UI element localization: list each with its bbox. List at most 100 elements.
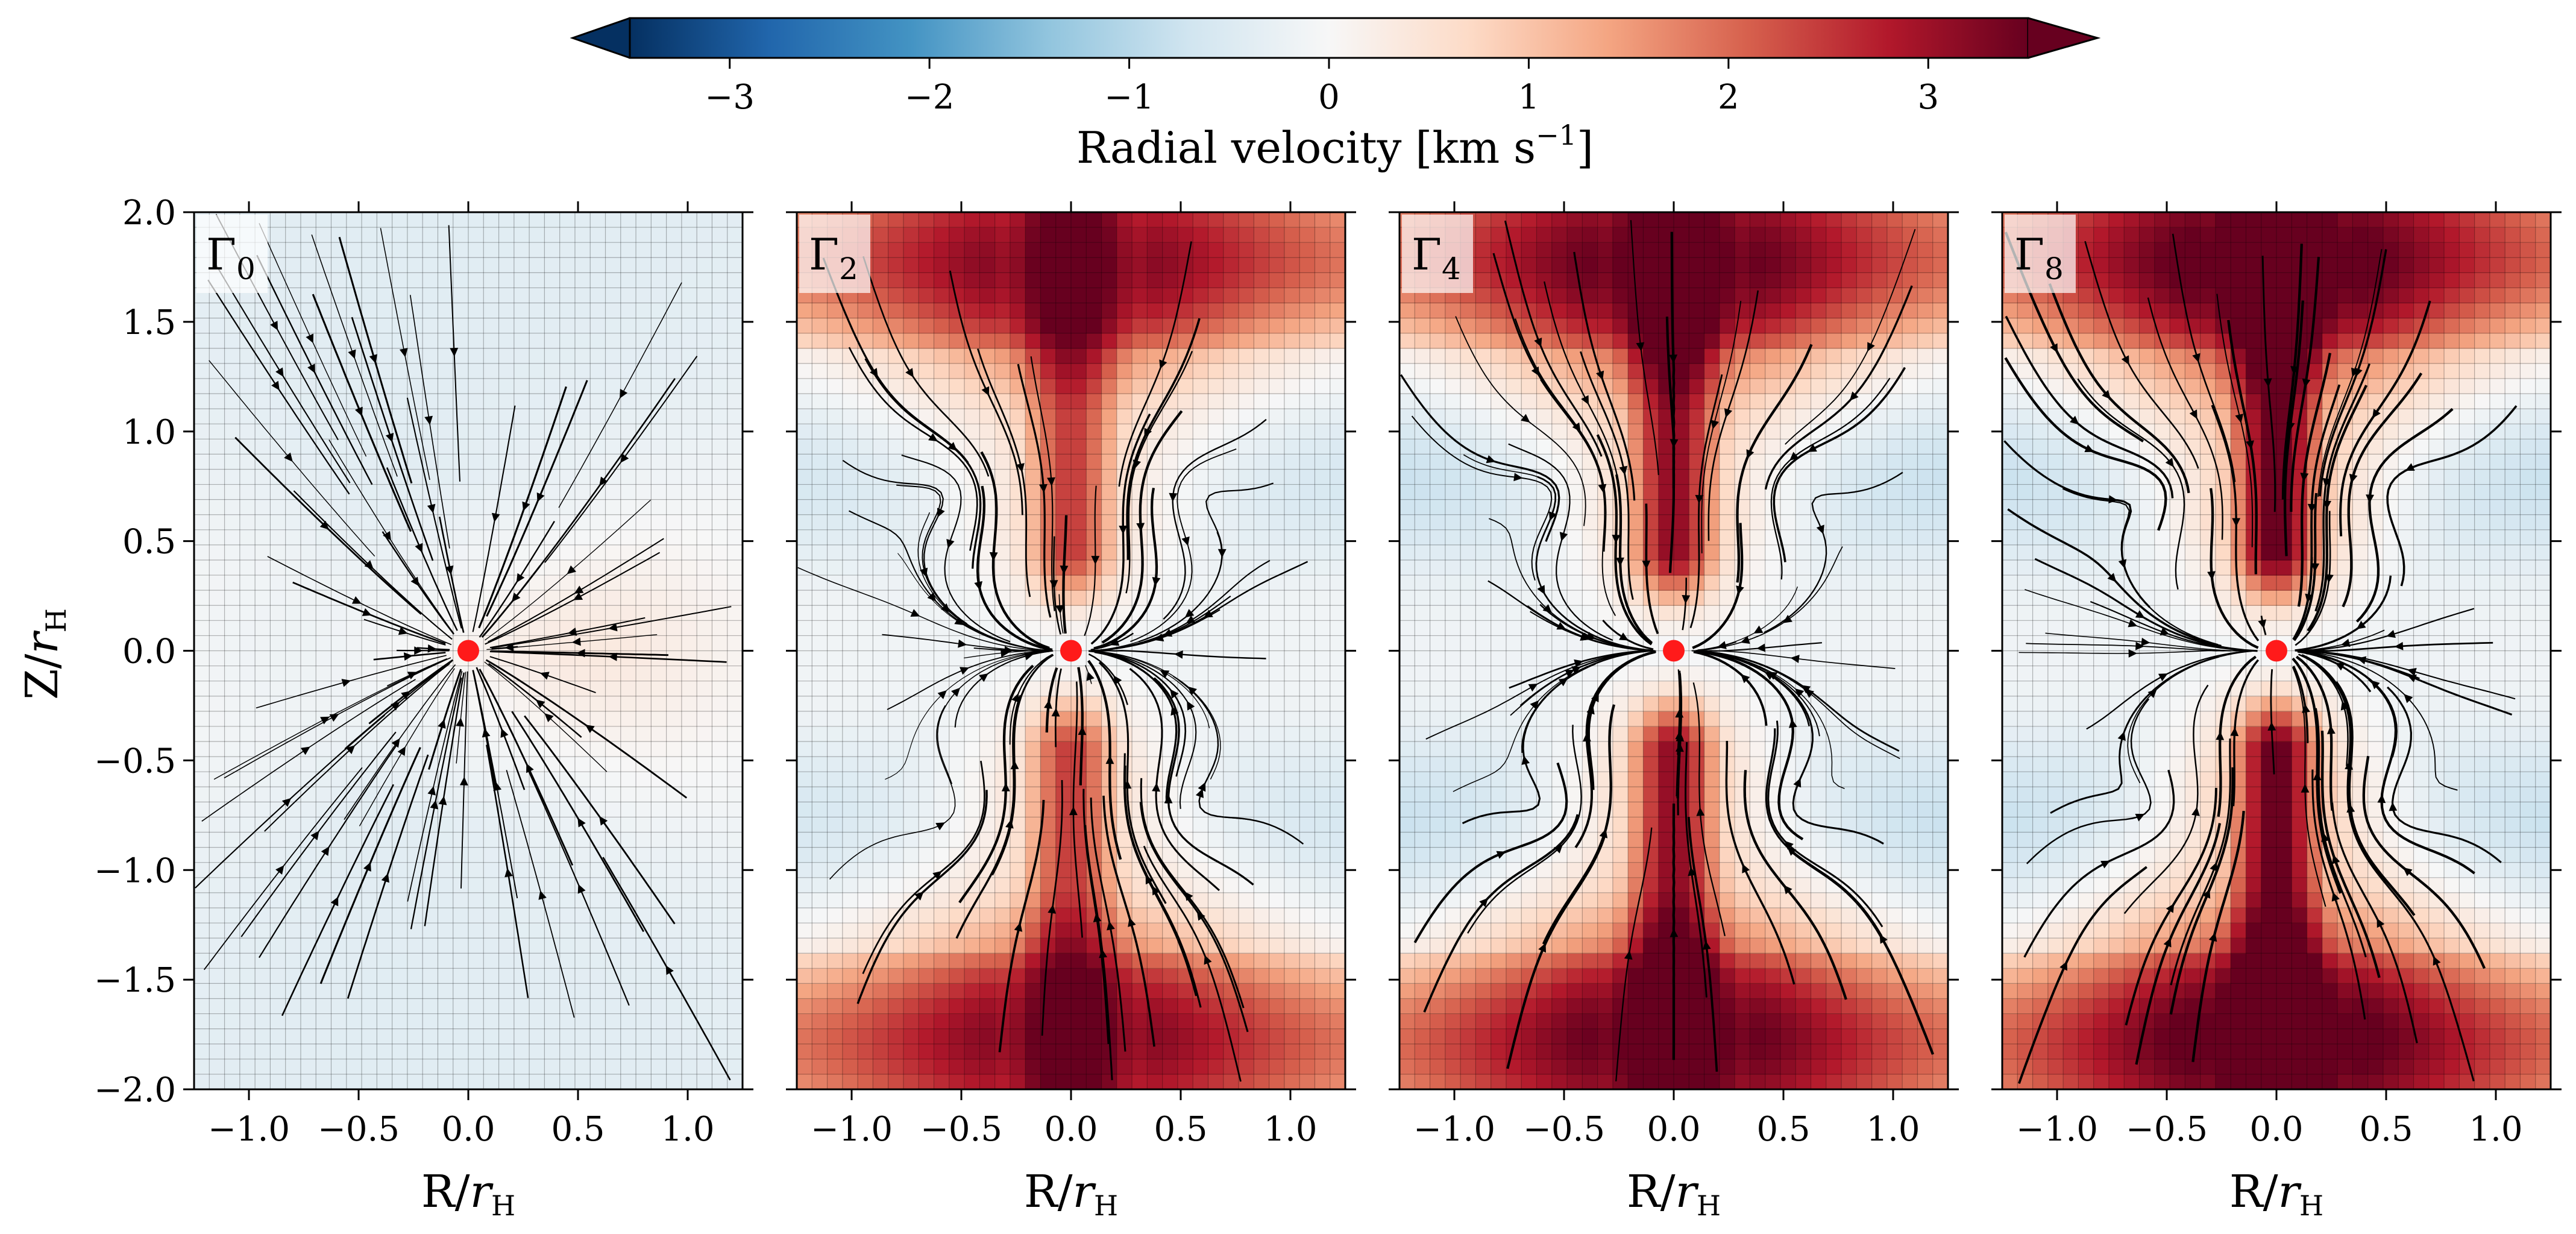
streamline-arrow — [1724, 408, 1733, 418]
streamline-arrow — [2340, 638, 2351, 647]
streamline — [2295, 575, 2392, 652]
streamline-arrow — [1047, 477, 1055, 486]
planet-marker — [457, 640, 479, 662]
streamline-arrow — [1849, 391, 1859, 401]
streamline-arrow — [981, 386, 990, 396]
streamline — [2295, 629, 2385, 652]
streamline-arrow — [2370, 680, 2380, 690]
x-tick-label: −1.0 — [2016, 1110, 2098, 1149]
streamline-arrow — [1565, 670, 1575, 678]
streamline-arrow — [1537, 585, 1545, 595]
streamline-arrow — [512, 593, 521, 602]
streamline — [1093, 532, 1222, 651]
streamline-arrow — [1144, 427, 1152, 438]
streamline — [1062, 515, 1068, 634]
streamline-arrow — [1001, 782, 1010, 792]
streamline-arrow — [1521, 414, 1530, 423]
streamline-arrow — [960, 667, 970, 675]
streamline-arrow — [500, 728, 509, 738]
streamline-arrow — [385, 433, 394, 442]
streamline-arrow — [870, 368, 878, 378]
streamline-arrow — [281, 798, 292, 807]
streamline-arrow — [363, 861, 371, 872]
streamline-arrow — [2405, 463, 2415, 471]
streamline-arrow — [1619, 632, 1629, 641]
streamline-arrow — [536, 492, 545, 502]
streamline-arrow — [2433, 955, 2441, 966]
colorbar-tick-label: −3 — [705, 78, 755, 117]
streamline-arrow — [1572, 422, 1581, 432]
streamline-arrow — [2300, 473, 2309, 482]
colorbar-label: Radial velocity [km s−1] — [1076, 119, 1594, 173]
streamline-arrow — [2386, 629, 2396, 638]
streamline-arrow — [1783, 614, 1792, 623]
streamline-arrow — [951, 687, 961, 697]
streamline-arrow — [1636, 342, 1645, 351]
streamline-arrow — [1186, 615, 1196, 624]
streamline-arrow — [1160, 670, 1170, 678]
streamline — [256, 655, 447, 709]
colorbar-tick-label: 1 — [1518, 78, 1540, 117]
panel-title: Γ8 — [2014, 229, 2064, 286]
streamline-arrow — [2202, 889, 2211, 899]
streamline-arrow — [2356, 620, 2366, 629]
streamline-arrow — [1867, 342, 1875, 352]
streamline-arrow — [2394, 641, 2404, 650]
streamline-arrow — [1486, 455, 1496, 464]
streamline-arrow — [1582, 632, 1592, 641]
streamline-arrow — [271, 380, 280, 391]
streamline — [1692, 523, 1744, 649]
streamline-arrow — [1591, 693, 1599, 703]
streamline-arrow — [608, 652, 617, 661]
streamline-arrow — [1521, 755, 1530, 765]
streamline-arrow — [1181, 536, 1190, 546]
axis-ticks — [786, 201, 1356, 1100]
streamline-arrow — [2059, 961, 2067, 971]
streamline-arrow — [2366, 494, 2375, 503]
panel-title-backdrop — [799, 215, 870, 293]
streamline-arrow — [2349, 473, 2358, 483]
streamline-arrow — [2389, 802, 2398, 811]
streamline — [1045, 667, 1058, 733]
streamline-arrow — [1746, 449, 1755, 459]
streamline-arrow — [1670, 439, 1679, 449]
streamline-arrow — [398, 627, 408, 635]
streamline-arrow — [576, 649, 585, 658]
streamline-arrow — [414, 646, 423, 655]
streamline — [1682, 578, 1687, 631]
streamline — [472, 670, 497, 787]
x-axis-label: R/rH — [421, 1166, 515, 1222]
panel-title-backdrop — [1402, 215, 1473, 293]
streamline-arrow — [2307, 503, 2316, 513]
colorbar-outline-right — [2028, 17, 2101, 59]
streamline-arrow — [430, 799, 439, 810]
streamline-arrow — [2322, 477, 2331, 488]
streamline-arrow — [2208, 932, 2217, 942]
streamline-arrow — [539, 672, 550, 680]
streamline — [1077, 667, 1084, 785]
streamline — [2270, 669, 2275, 775]
streamline-arrow — [935, 822, 946, 831]
x-tick-label: 1.0 — [1866, 1110, 1920, 1149]
streamline-arrow — [482, 728, 491, 738]
colorbar-tick-label: 3 — [1917, 78, 1939, 117]
streamline-arrow — [567, 565, 577, 575]
streamline-arrow — [410, 576, 419, 587]
streamline-arrow — [2050, 343, 2058, 353]
streamline-arrow — [1078, 726, 1087, 735]
colorbar-tick-label: −1 — [1104, 78, 1154, 117]
panel-plot-area — [194, 212, 743, 1089]
streamline-arrow — [2192, 353, 2201, 363]
streamline-arrow — [381, 873, 389, 883]
streamline — [488, 663, 582, 738]
x-tick-label: 1.0 — [1263, 1110, 1317, 1149]
streamline-arrow — [459, 776, 468, 785]
x-tick-label: −0.5 — [2126, 1110, 2208, 1149]
streamline-arrow — [1558, 678, 1568, 687]
streamline-arrow — [974, 581, 983, 591]
streamline-arrow — [450, 347, 459, 357]
streamline-arrow — [1128, 917, 1136, 927]
streamline-arrow — [946, 538, 955, 549]
streamline-arrow — [354, 406, 363, 417]
